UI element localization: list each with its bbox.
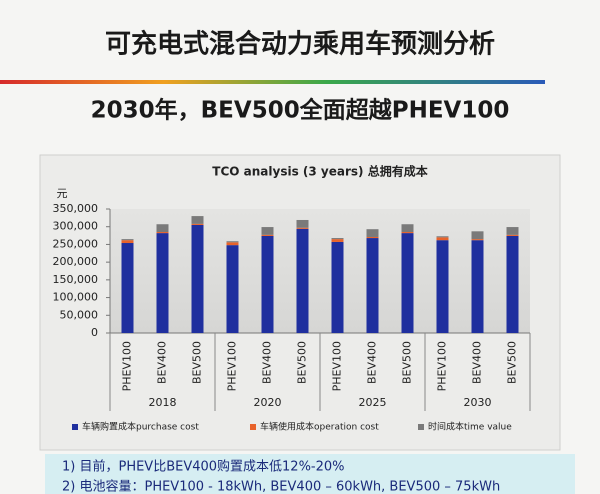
- bar-segment: [296, 219, 309, 228]
- legend-label: 车辆购置成本purchase cost: [82, 421, 199, 433]
- bar-segment: [436, 237, 449, 241]
- bar-segment: [471, 231, 484, 240]
- bar-segment: [156, 224, 169, 233]
- x-tick-label: BEV500: [506, 341, 519, 384]
- y-tick-label: 100,000: [53, 291, 99, 304]
- y-tick-label: 250,000: [53, 237, 99, 250]
- y-tick-label: 150,000: [53, 273, 99, 286]
- legend-label: 车辆使用成本operation cost: [260, 421, 379, 433]
- bar-segment: [331, 238, 344, 240]
- note: 1) 目前，PHEV比BEV400购置成本低12%-20%: [62, 459, 345, 475]
- bar-segment: [156, 233, 169, 333]
- note: 2) 电池容量：PHEV100 - 18kWh, BEV400 – 60kWh,…: [62, 479, 500, 494]
- y-tick-label: 0: [91, 326, 98, 339]
- bar-segment: [506, 234, 519, 236]
- y-tick-label: 350,000: [53, 202, 99, 215]
- bar-segment: [121, 239, 134, 241]
- plot-area: [110, 209, 530, 333]
- x-tick-label: PHEV100: [121, 341, 134, 391]
- group-label: 2025: [359, 396, 387, 409]
- x-tick-label: BEV400: [471, 341, 484, 384]
- bar-segment: [401, 233, 414, 333]
- bar-segment: [121, 240, 134, 244]
- bar-segment: [296, 227, 309, 229]
- bar-segment: [401, 232, 414, 234]
- notes-box: [45, 454, 575, 494]
- bar-segment: [436, 236, 449, 238]
- group-label: 2030: [464, 396, 492, 409]
- x-tick-label: BEV500: [296, 341, 309, 384]
- legend-swatch: [250, 424, 256, 430]
- bar-segment: [191, 223, 204, 225]
- legend-label: 时间成本time value: [428, 421, 512, 433]
- y-tick-label: 50,000: [60, 308, 99, 321]
- bar-segment: [191, 216, 204, 224]
- legend-swatch: [418, 424, 424, 430]
- bar-segment: [366, 229, 379, 237]
- legend-swatch: [72, 424, 78, 430]
- slide-subtitle: 2030年，BEV500全面超越PHEV100: [91, 97, 510, 124]
- bar-segment: [366, 236, 379, 239]
- x-tick-label: BEV400: [261, 341, 274, 384]
- bar-segment: [226, 245, 239, 333]
- bar-segment: [261, 227, 274, 235]
- slide-title: 可充电式混合动力乘用车预测分析: [105, 29, 495, 60]
- bar-segment: [506, 235, 519, 333]
- bar-segment: [261, 235, 274, 333]
- bar-segment: [366, 238, 379, 333]
- y-tick-label: 200,000: [53, 255, 99, 268]
- bar-segment: [261, 234, 274, 236]
- bar-segment: [296, 228, 309, 333]
- bar-segment: [156, 232, 169, 234]
- bar-segment: [121, 243, 134, 333]
- bar-segment: [436, 240, 449, 333]
- x-tick-label: PHEV100: [436, 341, 449, 391]
- x-tick-label: BEV400: [156, 341, 169, 384]
- chart-title: TCO analysis (3 years) 总拥有成本: [212, 164, 427, 179]
- group-label: 2018: [149, 396, 177, 409]
- bar-segment: [331, 239, 344, 242]
- x-tick-label: PHEV100: [226, 341, 239, 391]
- bar-segment: [226, 242, 239, 246]
- title-rule: [0, 80, 545, 84]
- bar-segment: [331, 241, 344, 333]
- x-tick-label: BEV400: [366, 341, 379, 384]
- bar-segment: [471, 240, 484, 333]
- bar-segment: [226, 241, 239, 243]
- bar-segment: [401, 224, 414, 233]
- y-axis-unit: 元: [57, 187, 68, 200]
- y-tick-label: 300,000: [53, 220, 99, 233]
- bar-segment: [191, 224, 204, 333]
- x-tick-label: BEV500: [191, 341, 204, 384]
- group-label: 2020: [254, 396, 282, 409]
- x-tick-label: PHEV100: [331, 341, 344, 391]
- bar-segment: [471, 239, 484, 241]
- x-tick-label: BEV500: [401, 341, 414, 384]
- bar-segment: [506, 227, 519, 235]
